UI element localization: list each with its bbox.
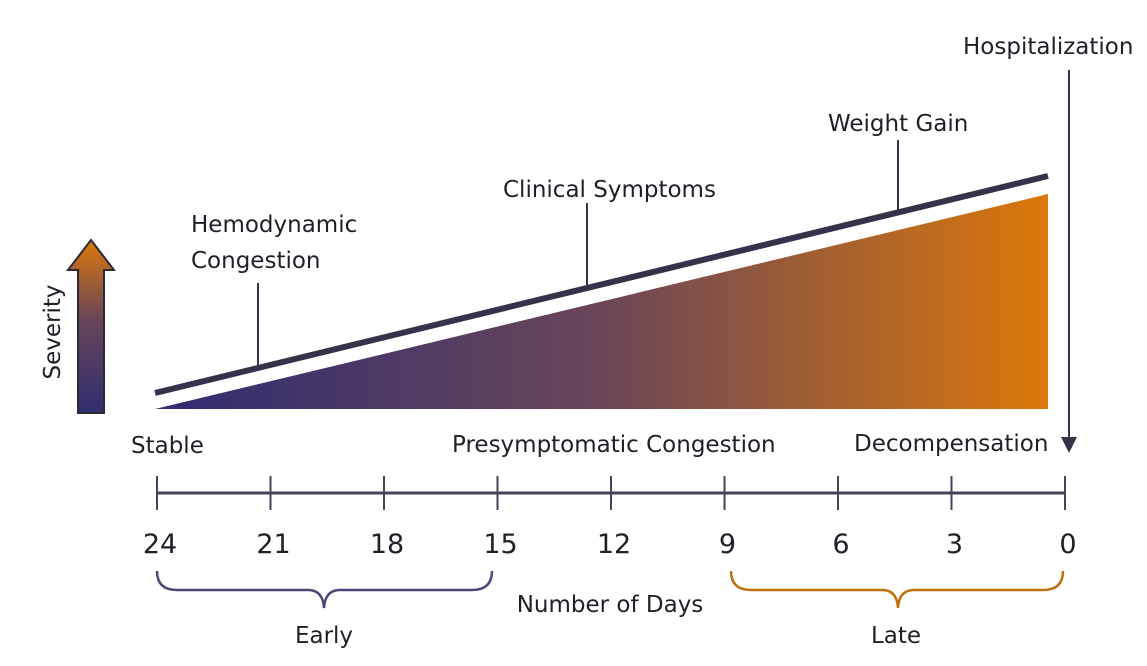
hospitalization-label: Hospitalization (963, 34, 1133, 60)
axis-tick-label-18: 18 (370, 529, 404, 560)
stable-label: Stable (131, 433, 204, 459)
decompensation-label: Decompensation (854, 431, 1048, 457)
presymptomatic-label: Presymptomatic Congestion (452, 432, 776, 458)
severity-wedge (155, 194, 1048, 409)
down-arrow-icon (1061, 437, 1077, 453)
early-bracket (155, 570, 494, 609)
late-label: Late (871, 623, 921, 649)
severity-label: Severity (40, 285, 66, 380)
axis-title: Number of Days (517, 592, 704, 618)
hemodynamic-label-line1: Hemodynamic (191, 212, 357, 238)
axis-tick-label-0: 0 (1059, 529, 1076, 560)
early-label: Early (295, 623, 353, 649)
hemodynamic-label-line2: Congestion (191, 248, 321, 274)
axis-tick-label-12: 12 (597, 529, 631, 560)
axis-tick-label-21: 21 (256, 529, 290, 560)
axis-ticks: 24 21 18 15 12 9 6 3 0 (143, 476, 1077, 560)
axis-tick-label-24: 24 (143, 529, 177, 560)
severity-arrow-icon (65, 238, 117, 414)
axis-tick-label-9: 9 (719, 529, 736, 560)
late-bracket (729, 570, 1065, 609)
axis-tick-label-3: 3 (946, 529, 963, 560)
trend-line (154, 173, 1049, 396)
weight-gain-label: Weight Gain (828, 111, 968, 137)
clinical-symptoms-label: Clinical Symptoms (503, 177, 716, 203)
axis-tick-label-15: 15 (483, 529, 517, 560)
axis-tick-label-6: 6 (832, 529, 849, 560)
